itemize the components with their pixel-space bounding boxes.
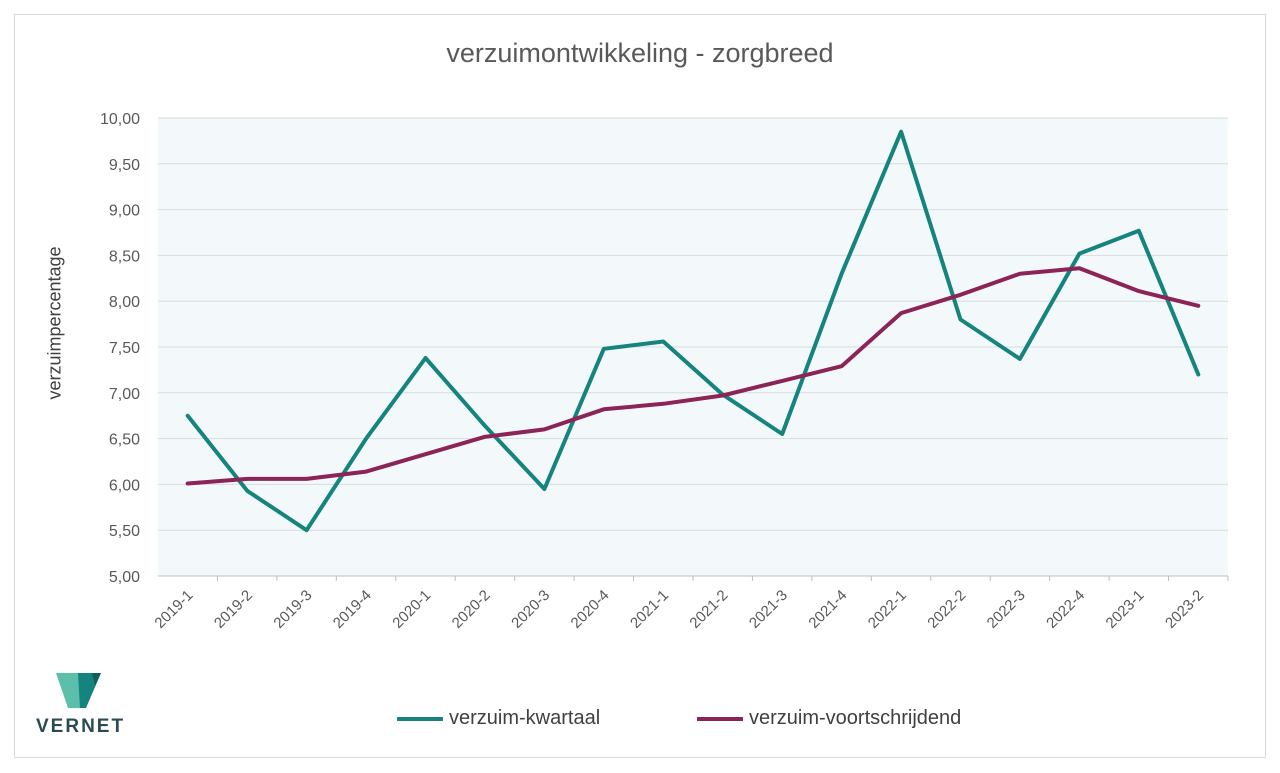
y-tick-label: 8,50 <box>109 248 140 265</box>
x-tick-label: 2019-1 <box>151 587 196 632</box>
chart-frame <box>14 14 1266 758</box>
y-tick-label: 9,50 <box>109 157 140 174</box>
chart-title: verzuimontwikkeling - zorgbreed <box>446 38 834 68</box>
x-tick-label: 2023-2 <box>1162 587 1207 632</box>
legend-item-kwartaal: verzuim-kwartaal <box>397 707 600 730</box>
series-line-kwartaal <box>185 129 1201 533</box>
x-tick-label: 2022-1 <box>865 587 910 632</box>
x-tick-label: 2021-2 <box>686 587 731 632</box>
legend-swatch-voortschrijdend <box>697 716 743 721</box>
y-tick-label: 6,50 <box>109 432 140 449</box>
y-tick-label: 5,00 <box>109 569 140 586</box>
legend-label-voortschrijdend: verzuim-voortschrijdend <box>749 707 962 729</box>
y-tick-label: 6,00 <box>109 477 140 494</box>
x-tick-label: 2021-1 <box>627 587 672 632</box>
legend-item-voortschrijdend: verzuim-voortschrijdend <box>697 707 961 730</box>
y-tick-label: 8,00 <box>109 294 140 311</box>
vernet-logo: VERNET <box>36 668 126 740</box>
x-tick-labels: 2019-1 2019-2 2019-3 2019-4 2020-1 2020-2 2020… <box>151 576 1229 632</box>
legend-label-kwartaal: verzuim-kwartaal <box>449 707 601 729</box>
x-tick-label: 2021-3 <box>746 587 791 632</box>
x-tick-label: 2019-2 <box>211 587 256 632</box>
gridlines <box>158 117 1228 577</box>
x-tick-label: 2022-2 <box>924 587 969 632</box>
y-tick-label: 7,50 <box>109 340 140 357</box>
y-tick-label: 9,00 <box>109 203 140 220</box>
y-tick-label: 10,00 <box>100 111 140 128</box>
x-tick-label: 2020-3 <box>508 587 553 632</box>
y-tick-label: 5,50 <box>109 523 140 540</box>
x-tick-label: 2021-4 <box>805 587 850 632</box>
x-tick-label: 2023-1 <box>1103 587 1148 632</box>
series-lines <box>185 129 1201 533</box>
legend-swatch-kwartaal <box>397 716 443 721</box>
x-tick-label: 2020-4 <box>568 587 613 632</box>
x-tick-label: 2022-3 <box>984 587 1029 632</box>
x-tick-label: 2020-2 <box>449 587 494 632</box>
x-tick-label: 2019-3 <box>270 587 315 632</box>
y-tick-label: 7,00 <box>109 386 140 403</box>
vernet-logo-text: VERNET <box>36 716 126 737</box>
x-tick-label: 2019-4 <box>330 587 375 632</box>
x-tick-label: 2020-1 <box>389 587 434 632</box>
legend: verzuim-kwartaal verzuim-voortschrijdend <box>0 707 1280 737</box>
vernet-logo-mark <box>56 673 101 708</box>
x-tick-label: 2022-4 <box>1043 587 1088 632</box>
series-line-voortschrijdend <box>185 266 1201 486</box>
y-tick-labels: 5,00 5,50 6,00 6,50 7,00 7,50 8,00 8,50 9,00 9,50… <box>100 111 140 586</box>
